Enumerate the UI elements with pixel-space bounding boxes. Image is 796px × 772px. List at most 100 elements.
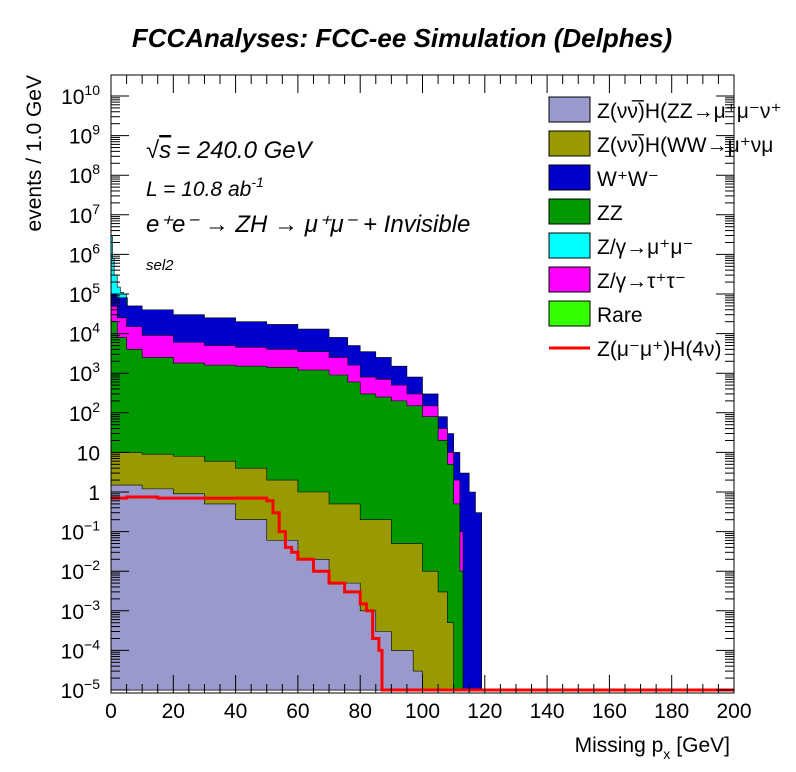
y-tick-exponent: 2: [92, 399, 100, 415]
y-tick-label: 102: [69, 399, 100, 426]
y-tick-base: 10: [77, 442, 100, 465]
legend-label: Z/γ→μ⁺μ⁻: [597, 236, 694, 259]
y-tick-exponent: 10: [84, 82, 100, 98]
y-tick-exponent: 9: [92, 122, 100, 138]
sqrt-symbol: √: [146, 137, 160, 164]
y-tick-label: 105: [69, 280, 100, 307]
stack-layers: [110, 235, 483, 691]
x-tick-label: 40: [224, 700, 247, 723]
y-tick-label: 103: [69, 359, 100, 386]
y-tick-exponent: 8: [92, 161, 100, 177]
legend-label: Z(νν̅)H(ZZ→μ⁺μ⁻ν⁺: [597, 100, 782, 123]
y-tick-label: 10−2: [61, 557, 101, 584]
y-tick-exponent: 5: [92, 280, 100, 296]
sqrt-s-annotation: √s = 240.0 GeV: [146, 137, 314, 164]
x-tick-label: 80: [349, 700, 372, 723]
legend-swatch: [548, 300, 591, 327]
y-tick-exponent: 6: [92, 240, 100, 256]
y-tick-base: 10: [61, 522, 84, 545]
y-tick-label: 104: [69, 320, 100, 347]
y-tick-base: 10: [61, 640, 84, 663]
x-tick-label: 160: [592, 700, 627, 723]
legend-item-z-h-ww: Z(νν̅)H(WW→μ⁺νμ: [548, 130, 773, 157]
x-tick-label: 140: [530, 700, 565, 723]
x-tick-label: 0: [105, 700, 117, 723]
legend-swatch: [548, 266, 591, 293]
legend-label: ZZ: [597, 202, 623, 225]
y-tick-label: 1010: [61, 82, 100, 109]
y-tick-base: 10: [69, 244, 92, 267]
legend-swatch: [548, 198, 591, 225]
legend-label: Z/γ→τ⁺τ⁻: [597, 270, 686, 293]
x-tick-label: 60: [286, 700, 309, 723]
x-axis: 0 20 40 60 80 100 120 140 160 180 200: [105, 75, 752, 723]
y-axis-label: events / 1.0 GeV: [23, 75, 46, 231]
y-tick-label: 10−3: [61, 597, 101, 624]
y-axis: 101010910810710610510410310210110−110−21…: [61, 82, 734, 703]
legend-label: W⁺W⁻: [597, 168, 659, 191]
x-tick-label: 200: [716, 700, 751, 723]
y-tick-label: 10−1: [61, 518, 101, 545]
y-tick-label: 1: [88, 482, 100, 505]
x-axis-label: Missing px [GeV]: [575, 734, 730, 762]
y-tick-label: 10: [77, 442, 100, 465]
legend-swatch: [548, 232, 591, 259]
y-tick-exponent: 3: [92, 359, 100, 375]
chart-title: FCCAnalyses: FCC-ee Simulation (Delphes): [132, 23, 672, 53]
legend-item-z: Z/γ→μ⁺μ⁻: [548, 232, 694, 259]
legend-label: Z(μ⁻μ⁺)H(4ν): [597, 338, 722, 361]
legend-item-zz: ZZ: [548, 198, 623, 225]
y-tick-base: 10: [69, 126, 92, 149]
y-tick-label: 107: [69, 201, 100, 228]
x-tick-label: 100: [405, 700, 440, 723]
legend-label: Rare: [597, 304, 643, 327]
legend-item-rare: Rare: [548, 300, 643, 327]
signal-curve-group: [111, 495, 734, 692]
y-tick-exponent: −3: [84, 597, 100, 613]
y-tick-base: 1: [88, 482, 100, 505]
y-tick-exponent: 4: [92, 320, 100, 336]
y-tick-exponent: −2: [84, 557, 100, 573]
plot-area: 0 20 40 60 80 100 120 140 160 180 200 101010910810…: [61, 74, 752, 723]
lumi-value: L = 10.8 ab: [146, 178, 252, 201]
y-tick-label: 109: [69, 122, 100, 149]
lumi-exponent: -1: [251, 174, 263, 190]
sqrt-s-value: = 240.0 GeV: [176, 137, 313, 164]
x-axis-label-unit: [GeV]: [676, 734, 730, 757]
y-tick-base: 10: [61, 601, 84, 624]
legend-item-w-w: W⁺W⁻: [548, 164, 659, 191]
y-tick-label: 10−5: [61, 676, 101, 703]
x-tick-label: 120: [467, 700, 502, 723]
legend-swatch: [548, 164, 591, 191]
legend-label: Z(νν̅)H(WW→μ⁺νμ: [597, 134, 773, 157]
y-tick-label: 10−4: [61, 636, 101, 663]
y-tick-exponent: −5: [84, 676, 100, 692]
y-tick-exponent: 7: [92, 201, 100, 217]
x-axis-label-subscript: x: [663, 746, 670, 762]
y-tick-label: 108: [69, 161, 100, 188]
y-tick-base: 10: [69, 205, 92, 228]
y-tick-label: 106: [69, 240, 100, 267]
signal-curve: [111, 495, 734, 692]
selection-annotation: sel2: [146, 257, 174, 274]
x-axis-label-main: Missing p: [575, 734, 664, 757]
x-tick-label: 20: [162, 700, 185, 723]
y-tick-base: 10: [61, 86, 84, 109]
legend-swatch: [548, 130, 591, 157]
legend-item-z: Z/γ→τ⁺τ⁻: [548, 266, 686, 293]
annotations: √s = 240.0 GeV L = 10.8 ab-1 e⁺e⁻ → ZH → …: [146, 137, 470, 274]
y-tick-base: 10: [69, 324, 92, 347]
legend-item-z-h-4: Z(μ⁻μ⁺)H(4ν): [549, 338, 722, 361]
legend-swatch: [548, 96, 591, 123]
y-tick-base: 10: [69, 165, 92, 188]
y-tick-base: 10: [61, 680, 84, 703]
y-tick-exponent: −1: [84, 518, 100, 534]
sqrt-s-variable: s: [159, 137, 171, 164]
stack-layer-0: [110, 484, 424, 691]
process-annotation: e⁺e⁻ → ZH → μ⁺μ⁻ + Invisible: [146, 211, 470, 238]
y-tick-exponent: −4: [84, 636, 100, 652]
y-tick-base: 10: [61, 561, 84, 584]
lumi-annotation: L = 10.8 ab-1: [146, 174, 264, 201]
y-tick-base: 10: [69, 403, 92, 426]
